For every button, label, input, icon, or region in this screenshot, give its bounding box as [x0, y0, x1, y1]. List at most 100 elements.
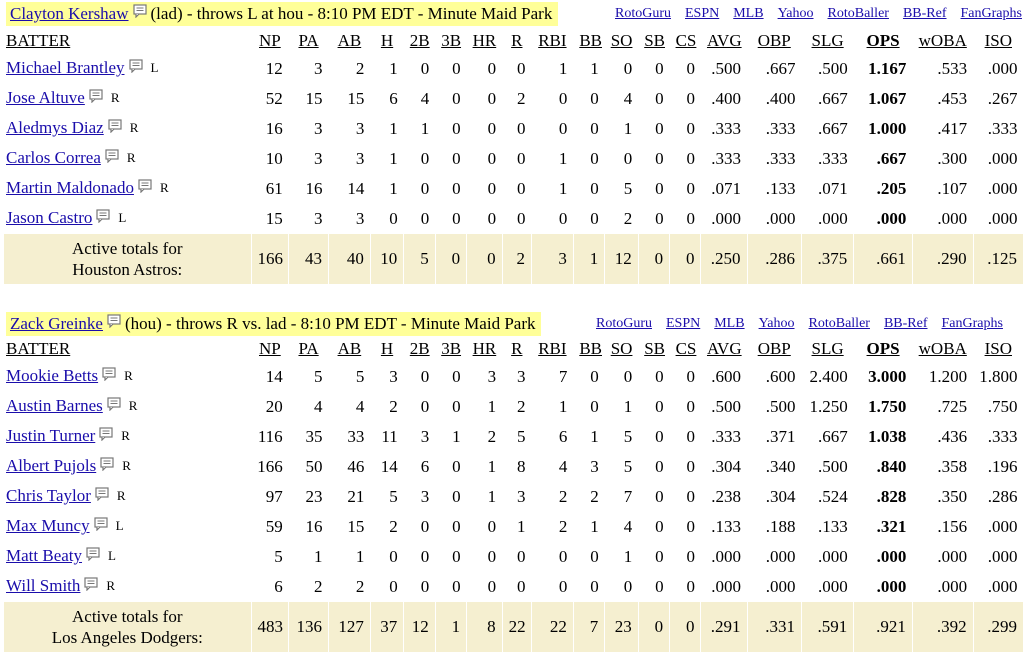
column-header-avg[interactable]: AVG: [706, 339, 742, 358]
column-header-cs[interactable]: CS: [675, 31, 697, 50]
column-header-rbi[interactable]: RBI: [538, 339, 567, 358]
note-icon[interactable]: [128, 58, 144, 78]
rotoballer-link[interactable]: RotoBaller: [827, 6, 889, 21]
column-header-batter[interactable]: BATTER: [6, 339, 71, 358]
batter-name-link[interactable]: Will Smith: [6, 576, 81, 596]
column-header-so[interactable]: SO: [610, 339, 633, 358]
note-icon[interactable]: [96, 208, 111, 228]
stat-bb: 0: [590, 149, 599, 168]
stat-rbi: 7: [558, 367, 568, 386]
column-header-np[interactable]: NP: [258, 339, 281, 358]
column-header-r[interactable]: R: [511, 339, 523, 358]
column-header-woba[interactable]: wOBA: [918, 339, 967, 358]
column-header-pa[interactable]: PA: [298, 31, 319, 50]
fangraphs-link[interactable]: FanGraphs: [941, 316, 1003, 331]
batter-name-link[interactable]: Jose Altuve: [6, 88, 85, 108]
batter-name-link[interactable]: Chris Taylor: [6, 486, 91, 506]
column-header-sb[interactable]: SB: [644, 31, 665, 50]
column-header-3b[interactable]: 3B: [441, 31, 462, 50]
column-header-obp[interactable]: OBP: [757, 339, 791, 358]
note-icon[interactable]: [107, 396, 122, 416]
note-icon[interactable]: [138, 178, 153, 198]
espn-link[interactable]: ESPN: [685, 6, 720, 21]
column-header-bb[interactable]: BB: [579, 31, 602, 50]
stat-r: 0: [516, 209, 526, 228]
stat-2b: 6: [420, 457, 430, 476]
mlb-link[interactable]: MLB: [714, 316, 745, 331]
note-icon[interactable]: [105, 148, 120, 168]
column-header-pa[interactable]: PA: [298, 339, 319, 358]
espn-link[interactable]: ESPN: [666, 316, 701, 331]
column-header-cs[interactable]: CS: [675, 339, 697, 358]
rotoballer-link[interactable]: RotoBaller: [808, 316, 870, 331]
total-sb: 0: [638, 234, 671, 284]
note-icon[interactable]: [107, 311, 122, 335]
column-header-ab[interactable]: AB: [337, 339, 362, 358]
column-header-ab[interactable]: AB: [337, 31, 362, 50]
fangraphs-link[interactable]: FanGraphs: [960, 6, 1022, 21]
column-header-ops[interactable]: OPS: [866, 339, 900, 358]
bbref-link[interactable]: BB-Ref: [902, 6, 947, 21]
column-header-so[interactable]: SO: [610, 31, 633, 50]
stat-avg: .238: [711, 487, 742, 506]
stat-r: 0: [516, 547, 526, 566]
column-header-np[interactable]: NP: [258, 31, 281, 50]
column-header-avg[interactable]: AVG: [706, 31, 742, 50]
note-icon[interactable]: [93, 516, 109, 536]
note-icon[interactable]: [95, 486, 110, 506]
stat-h: 3: [389, 367, 398, 386]
column-header-sb[interactable]: SB: [644, 339, 665, 358]
note-icon[interactable]: [89, 88, 104, 108]
note-icon[interactable]: [132, 1, 148, 25]
column-header-woba[interactable]: wOBA: [918, 31, 967, 50]
pitcher-name-link[interactable]: Clayton Kershaw: [10, 4, 129, 23]
column-header-2b[interactable]: 2B: [409, 31, 430, 50]
note-icon[interactable]: [84, 576, 99, 596]
batter-name-link[interactable]: Michael Brantley: [6, 58, 125, 78]
column-header-batter[interactable]: BATTER: [6, 31, 71, 50]
column-header-r[interactable]: R: [511, 31, 523, 50]
stat-2b: 3: [420, 487, 430, 506]
batter-name-link[interactable]: Albert Pujols: [6, 456, 97, 476]
rotoguru-link[interactable]: RotoGuru: [596, 316, 652, 331]
stat-2b: 0: [420, 517, 430, 536]
column-header-iso[interactable]: ISO: [984, 339, 1012, 358]
batter-name-link[interactable]: Justin Turner: [6, 426, 96, 446]
column-header-slg[interactable]: SLG: [811, 339, 844, 358]
column-header-3b[interactable]: 3B: [441, 339, 462, 358]
column-header-hr[interactable]: HR: [472, 339, 497, 358]
rotoguru-link[interactable]: RotoGuru: [615, 6, 671, 21]
column-header-ops[interactable]: OPS: [866, 31, 900, 50]
note-icon[interactable]: [86, 546, 101, 566]
batter-name-link[interactable]: Aledmys Diaz: [6, 118, 104, 138]
batter-name-link[interactable]: Jason Castro: [6, 208, 93, 228]
column-header-slg[interactable]: SLG: [811, 31, 844, 50]
note-icon[interactable]: [108, 118, 123, 138]
batter-name-link[interactable]: Max Muncy: [6, 516, 90, 536]
column-header-rbi[interactable]: RBI: [538, 31, 567, 50]
note-icon[interactable]: [102, 366, 117, 386]
column-header-obp[interactable]: OBP: [757, 31, 791, 50]
stat-avg: .400: [711, 89, 742, 108]
batter-name-link[interactable]: Mookie Betts: [6, 366, 99, 386]
batter-name-link[interactable]: Carlos Correa: [6, 148, 101, 168]
totals-row: Active totals for Houston Astros: 166 43 40 1…: [4, 234, 1024, 284]
note-icon[interactable]: [100, 456, 115, 476]
note-icon[interactable]: [99, 426, 114, 446]
column-header-hr[interactable]: HR: [472, 31, 497, 50]
stat-cs: 0: [686, 547, 695, 566]
batter-name-link[interactable]: Martin Maldonado: [6, 178, 134, 198]
column-header-iso[interactable]: ISO: [984, 31, 1012, 50]
column-header-bb[interactable]: BB: [579, 339, 602, 358]
bbref-link[interactable]: BB-Ref: [883, 316, 928, 331]
column-header-h[interactable]: H: [380, 339, 394, 358]
yahoo-link[interactable]: Yahoo: [777, 6, 814, 21]
table-row: Max Muncy L 59 16 15 2 0 0 0 1 2 1 4 0 0.133.188.133.3…: [4, 512, 1024, 542]
column-header-2b[interactable]: 2B: [409, 339, 430, 358]
batter-name-link[interactable]: Matt Beaty: [6, 546, 83, 566]
batter-name-link[interactable]: Austin Barnes: [6, 396, 103, 416]
pitcher-name-link[interactable]: Zack Greinke: [10, 314, 103, 333]
mlb-link[interactable]: MLB: [733, 6, 764, 21]
yahoo-link[interactable]: Yahoo: [758, 316, 795, 331]
column-header-h[interactable]: H: [380, 31, 394, 50]
